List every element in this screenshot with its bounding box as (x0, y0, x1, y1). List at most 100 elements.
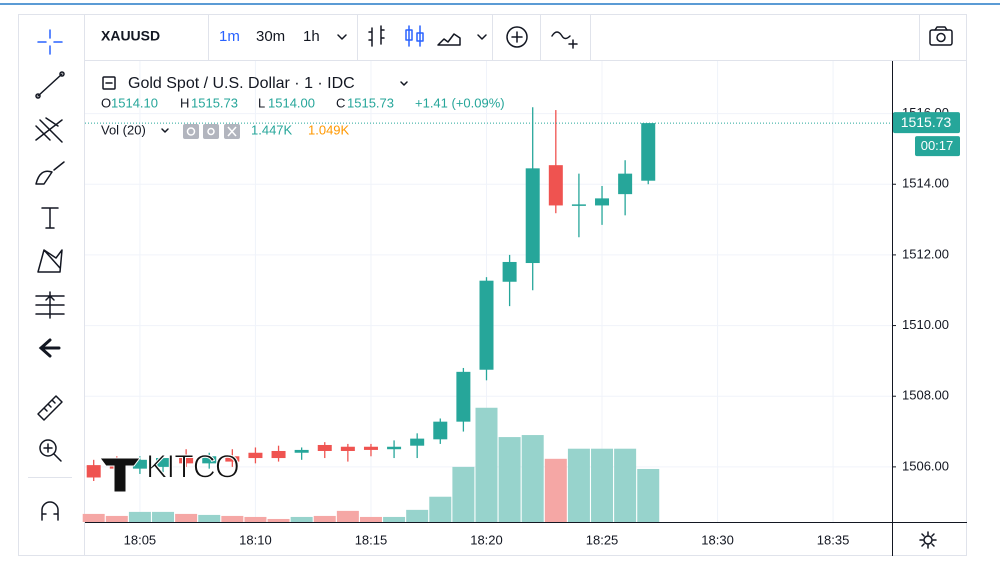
candle-body (225, 456, 240, 462)
interval[interactable]: 1m (219, 28, 240, 45)
text-icon[interactable] (41, 207, 59, 229)
candle-style-icon[interactable] (405, 25, 424, 47)
trend-line-icon[interactable] (35, 71, 65, 99)
legend-value: 1515.73 (347, 95, 394, 110)
candle-body (456, 371, 471, 422)
legend-value: 1514.10 (111, 95, 158, 110)
compare-icon[interactable] (551, 31, 578, 49)
candle-body (548, 165, 563, 206)
candle-body (179, 456, 194, 464)
candle-body (595, 198, 610, 206)
volume-bar (221, 515, 244, 522)
y-tick-label: 1506.00 (902, 458, 949, 473)
y-tick-label: 1508.00 (902, 388, 949, 403)
legend-value: 1514.00 (268, 95, 315, 110)
pattern-icon[interactable] (37, 249, 63, 273)
candle-body (387, 446, 402, 450)
prediction-icon[interactable] (35, 291, 65, 319)
candle-body (502, 261, 517, 282)
interval[interactable]: 30m (256, 28, 285, 45)
magnet-icon[interactable] (41, 501, 59, 521)
volume-bar (152, 511, 175, 522)
candle-body (641, 123, 656, 181)
candle-body (571, 204, 586, 206)
last-price-label: 1515.73 (901, 114, 952, 130)
bar-style-icon[interactable] (368, 25, 385, 47)
brush-icon[interactable] (35, 161, 65, 185)
chart-title: Gold Spot / U.S. Dollar · 1 · IDC (128, 75, 355, 92)
collapse-icon[interactable] (102, 76, 116, 90)
volume-bar (359, 516, 382, 522)
x-tick-label: 18:20 (470, 532, 503, 547)
x-tick-label: 18:15 (355, 532, 388, 547)
x-tick-label: 18:05 (124, 532, 157, 547)
volume-name: Vol (20) (101, 122, 146, 137)
volume-readout: 1.049K (308, 122, 350, 137)
candle-body (156, 458, 171, 467)
candle-body (271, 450, 286, 459)
volume-bar (128, 511, 151, 522)
symbol[interactable]: XAUUSD (101, 28, 160, 44)
volume-bar (290, 516, 313, 522)
chevron[interactable] (400, 81, 408, 86)
candle-body (317, 444, 332, 451)
volume-bar (521, 435, 544, 522)
chevron[interactable] (161, 128, 169, 133)
candle-body (525, 168, 540, 264)
volume-bar (614, 448, 637, 522)
candle-body (618, 173, 633, 195)
candle-body (410, 438, 425, 446)
candle-body (132, 459, 147, 469)
volume-readout: 1.447K (251, 122, 293, 137)
ruler-icon[interactable] (37, 395, 63, 421)
volume-bar (82, 513, 105, 522)
zoom-icon[interactable] (39, 439, 62, 462)
candle-body (294, 449, 309, 453)
volume-bar (175, 513, 198, 522)
volume-bar (637, 468, 660, 522)
volume-bar (336, 510, 359, 522)
back-icon[interactable] (38, 338, 61, 358)
candle-body (433, 421, 448, 440)
volume-bar (591, 448, 614, 522)
volume-bar (313, 515, 336, 522)
volume-bar (105, 515, 128, 522)
volume-bar (452, 466, 475, 522)
candle-body (202, 456, 217, 464)
countdown-label: 00:17 (921, 138, 954, 153)
chevron[interactable] (337, 34, 347, 40)
chevron[interactable] (477, 34, 487, 40)
volume-bar (198, 514, 221, 522)
y-tick-label: 1514.00 (902, 176, 949, 191)
plot: KITCO (82, 61, 892, 522)
camera-icon[interactable] (929, 26, 953, 46)
x-tick-label: 18:10 (239, 532, 272, 547)
candle-body (340, 446, 355, 451)
pitchfork-icon[interactable] (35, 117, 63, 143)
candle-body (248, 452, 263, 459)
legend-value: 1515.73 (191, 95, 238, 110)
y-tick-label: 1512.00 (902, 246, 949, 261)
indicators-icon[interactable] (506, 26, 528, 48)
volume-bar (406, 509, 429, 522)
interval[interactable]: 1h (303, 28, 320, 45)
x-tick-label: 18:35 (817, 532, 850, 547)
candle-body (363, 446, 378, 450)
candle-body (86, 465, 101, 478)
volume-bar (498, 437, 521, 522)
volume-bar (567, 448, 590, 522)
toolbar-separators (208, 14, 920, 60)
countdown-badge (915, 136, 960, 157)
volume-bar (267, 518, 290, 522)
indicator-button-glyphs (186, 126, 237, 137)
watermark: KITCO (99, 448, 240, 493)
x-tick-label: 18:30 (701, 532, 734, 547)
watermark-text: KITCO (146, 448, 239, 484)
x-tick-label: 18:25 (586, 532, 619, 547)
top-accent (0, 3, 1000, 5)
crosshair-icon[interactable] (37, 29, 63, 55)
legend-change: +1.41 (+0.09%) (415, 95, 505, 110)
area-style-icon[interactable] (437, 33, 461, 46)
settings-icon[interactable] (919, 531, 937, 549)
